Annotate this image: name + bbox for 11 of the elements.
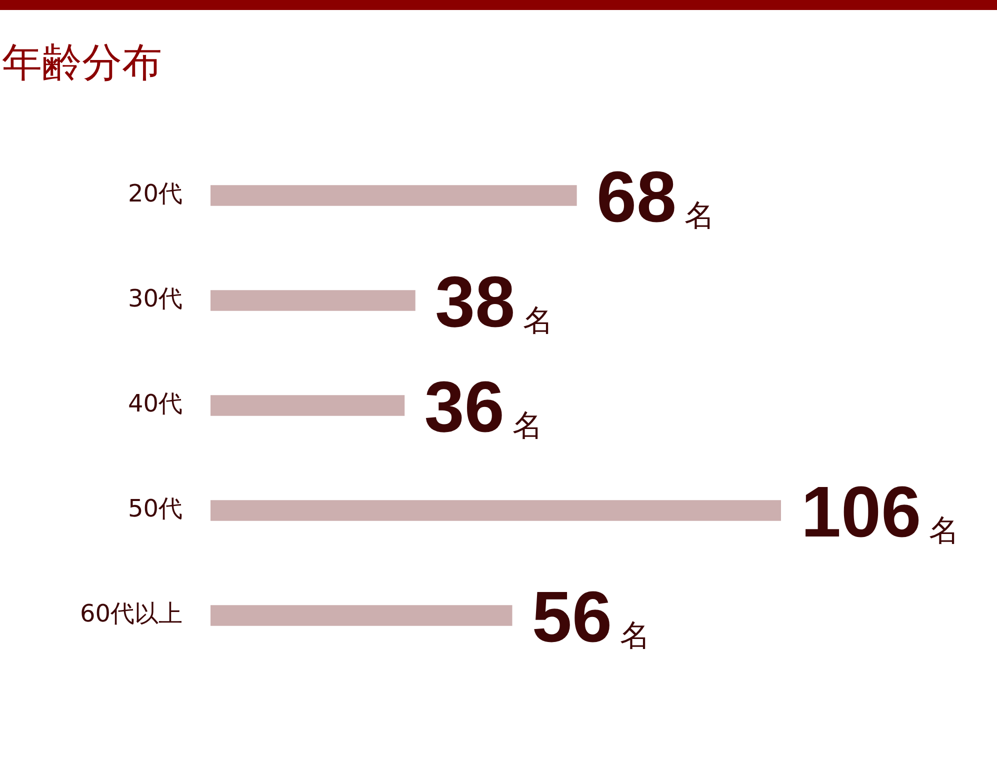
bar — [210, 395, 405, 416]
bar — [210, 290, 416, 311]
bar — [210, 185, 577, 206]
bar — [210, 605, 512, 626]
y-tick-label: 20代 — [128, 180, 183, 208]
y-tick-label: 50代 — [128, 494, 183, 523]
y-tick-label: 60代以上 — [80, 600, 183, 628]
bar — [210, 500, 781, 521]
y-tick-label: 30代 — [128, 284, 183, 313]
y-tick-label: 40代 — [128, 390, 183, 418]
chart-title: 年齢分布 — [2, 39, 163, 88]
